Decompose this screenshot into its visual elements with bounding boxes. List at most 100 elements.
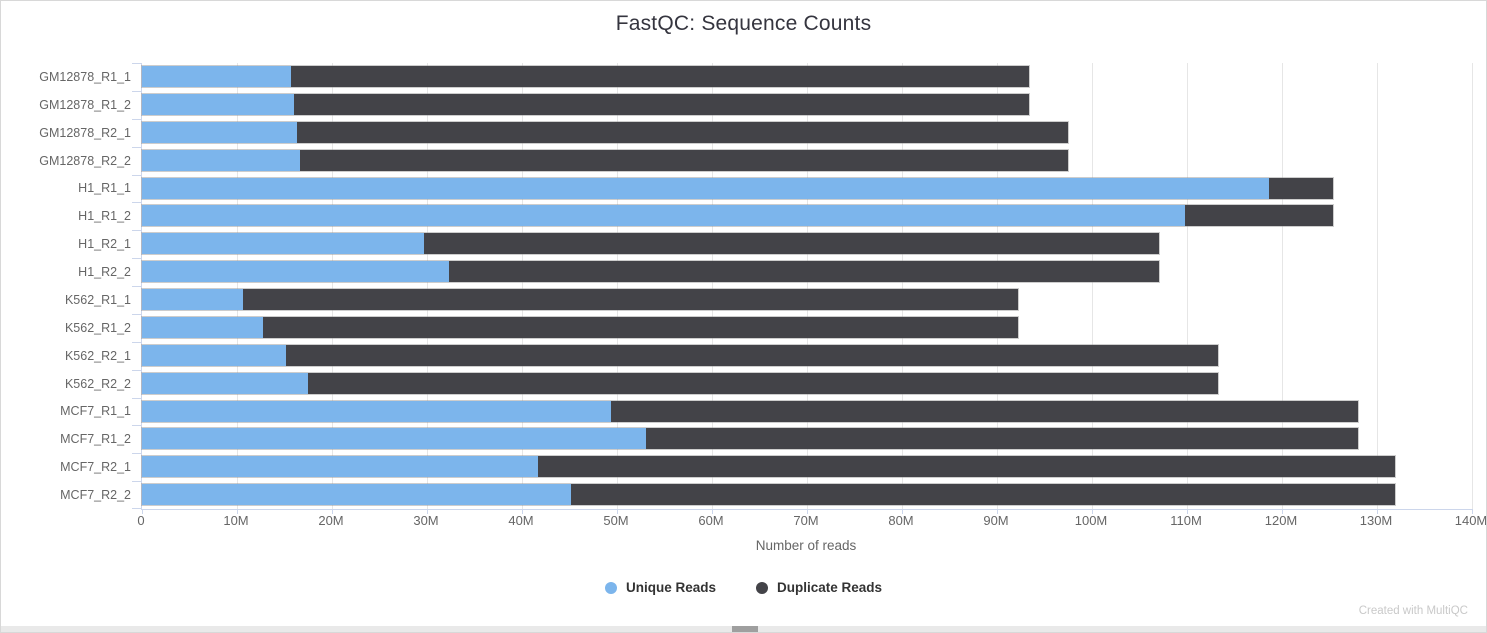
y-axis-tick — [132, 258, 142, 260]
legend-label-unique-reads: Unique Reads — [625, 580, 716, 595]
stacked-bar — [142, 149, 1069, 171]
duplicate-reads-segment[interactable] — [299, 149, 1069, 171]
unique-reads-segment[interactable] — [142, 177, 1269, 199]
stacked-bar — [142, 233, 1160, 255]
unique-reads-segment[interactable] — [142, 121, 297, 143]
y-axis-label: GM12878_R1_1 — [39, 69, 131, 84]
bar-row — [142, 63, 1472, 91]
y-axis-tick — [132, 63, 142, 64]
bar-row — [142, 175, 1472, 203]
y-axis-tick — [132, 369, 142, 371]
x-axis-tick-label: 110M — [1170, 513, 1202, 528]
x-axis-tick-label: 130M — [1359, 513, 1393, 528]
bar-row — [142, 147, 1472, 175]
duplicate-reads-segment[interactable] — [291, 66, 1030, 87]
bar-row — [142, 342, 1472, 370]
unique-reads-segment[interactable] — [142, 233, 425, 255]
stacked-bar — [142, 289, 1018, 310]
x-axis-tick-label: 90M — [983, 513, 1009, 528]
duplicate-reads-segment[interactable] — [646, 428, 1358, 450]
bar-row — [142, 314, 1472, 342]
bar-row — [142, 453, 1472, 481]
y-axis-label: K562_R2_2 — [64, 376, 131, 391]
stacked-bar — [142, 66, 1030, 87]
bar-row — [142, 258, 1472, 286]
x-axis-tick-label: 70M — [793, 513, 819, 528]
unique-reads-segment[interactable] — [142, 372, 309, 394]
y-axis-tick — [132, 481, 142, 483]
y-axis-label: H1_R1_1 — [78, 181, 131, 196]
y-axis-label: H1_R1_2 — [78, 209, 131, 224]
multiqc-credit: Created with MultiQC — [1358, 605, 1468, 617]
duplicate-reads-segment[interactable] — [286, 344, 1219, 366]
unique-reads-segment[interactable] — [142, 205, 1186, 227]
x-axis-tick-label: 140M — [1454, 513, 1487, 528]
y-axis-label: MCF7_R2_1 — [60, 460, 131, 475]
unique-reads-segment[interactable] — [142, 344, 287, 366]
duplicate-reads-segment[interactable] — [242, 289, 1018, 310]
unique-reads-segment[interactable] — [142, 66, 292, 87]
duplicate-reads-segment[interactable] — [424, 233, 1160, 255]
stacked-bar — [142, 456, 1396, 478]
bar-row — [142, 202, 1472, 230]
unique-reads-swatch-icon — [604, 581, 617, 594]
unique-reads-segment[interactable] — [142, 316, 263, 338]
x-axis-tick-label: 80M — [888, 513, 914, 528]
plot-area — [132, 63, 1473, 514]
legend-item-unique-reads[interactable]: Unique Reads — [604, 580, 716, 595]
bar-row — [142, 286, 1472, 314]
x-axis-tick-label: 60M — [698, 513, 724, 528]
x-axis-tick — [1376, 509, 1378, 514]
x-axis-tick — [1186, 509, 1188, 514]
unique-reads-segment[interactable] — [142, 428, 647, 450]
duplicate-reads-segment[interactable] — [294, 93, 1030, 115]
x-axis-tick-label: 10M — [223, 513, 249, 528]
duplicate-reads-segment[interactable] — [538, 456, 1396, 478]
y-axis-label: MCF7_R1_2 — [60, 432, 131, 447]
bar-row — [142, 398, 1472, 426]
horizontal-scrollbar-thumb[interactable] — [732, 626, 758, 632]
unique-reads-segment[interactable] — [142, 289, 243, 310]
unique-reads-segment[interactable] — [142, 149, 300, 171]
x-axis-tick-label: 20M — [318, 513, 344, 528]
x-axis-tick — [616, 509, 618, 514]
gridline — [1376, 63, 1378, 509]
stacked-bar — [142, 316, 1018, 338]
x-axis-tick — [1471, 509, 1473, 514]
gridline — [711, 63, 713, 509]
x-axis-tick-label: 0 — [137, 513, 145, 528]
unique-reads-segment[interactable] — [142, 400, 612, 422]
gridline — [331, 63, 333, 509]
y-axis-tick — [132, 397, 142, 399]
unique-reads-segment[interactable] — [142, 93, 294, 115]
gridline — [1091, 63, 1093, 509]
x-axis-tick — [711, 509, 713, 514]
duplicate-reads-segment[interactable] — [571, 484, 1396, 506]
horizontal-scrollbar-track[interactable] — [1, 626, 1486, 632]
y-axis-tick — [132, 341, 142, 343]
y-axis-label: MCF7_R2_2 — [60, 488, 131, 503]
y-axis-tick — [132, 453, 142, 455]
bar-row — [142, 370, 1472, 398]
duplicate-reads-segment[interactable] — [611, 400, 1358, 422]
stacked-bar — [142, 93, 1030, 115]
unique-reads-segment[interactable] — [142, 484, 572, 506]
duplicate-reads-segment[interactable] — [1185, 205, 1334, 227]
duplicate-reads-segment[interactable] — [448, 261, 1160, 283]
legend-label-duplicate-reads: Duplicate Reads — [776, 580, 883, 595]
unique-reads-segment[interactable] — [142, 261, 449, 283]
bar-row — [142, 119, 1472, 147]
y-axis-label: GM12878_R2_2 — [39, 153, 131, 168]
legend-item-duplicate-reads[interactable]: Duplicate Reads — [755, 580, 883, 595]
y-axis-tick — [132, 230, 142, 232]
x-axis-tick-label: 30M — [413, 513, 439, 528]
duplicate-reads-segment[interactable] — [296, 121, 1069, 143]
legend: Unique Reads Duplicate Reads — [1, 580, 1486, 595]
duplicate-reads-segment[interactable] — [1268, 177, 1334, 199]
unique-reads-segment[interactable] — [142, 456, 539, 478]
x-axis-tick-label: 50M — [603, 513, 629, 528]
duplicate-reads-segment[interactable] — [262, 316, 1018, 338]
duplicate-reads-segment[interactable] — [308, 372, 1219, 394]
y-axis-tick — [132, 118, 142, 120]
y-axis-label: K562_R1_1 — [64, 292, 131, 307]
